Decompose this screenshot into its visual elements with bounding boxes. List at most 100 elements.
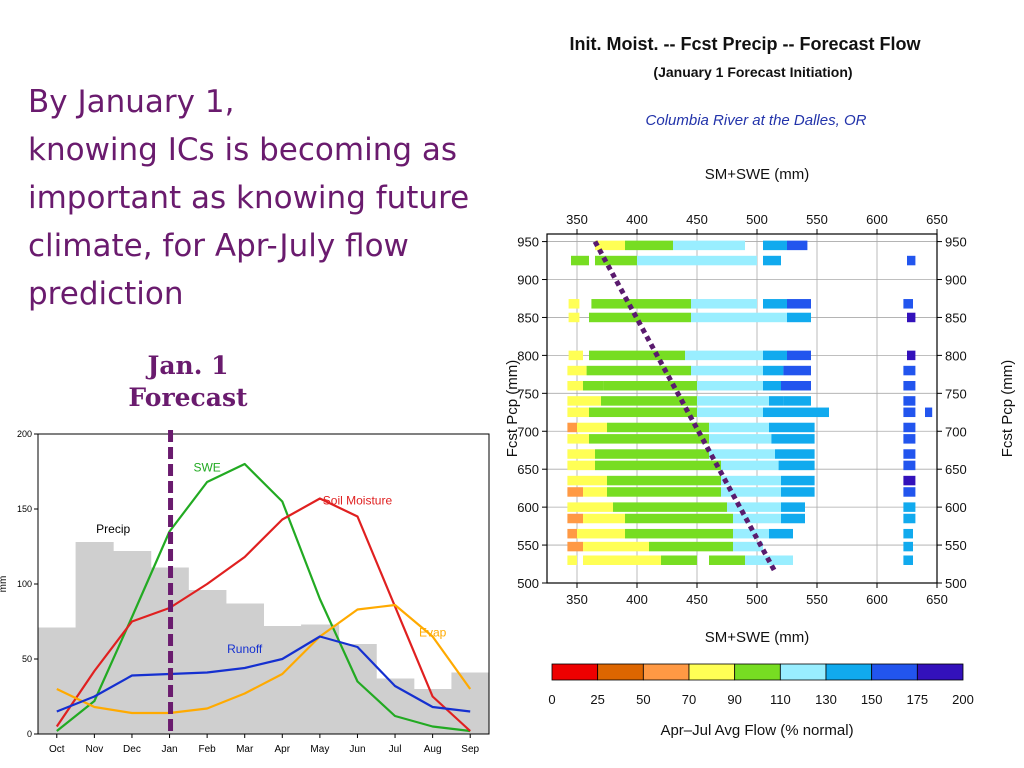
data-cell bbox=[903, 422, 916, 433]
y-tick-label-left: 900 bbox=[517, 273, 539, 288]
x-tick-label-bottom: 500 bbox=[746, 592, 768, 607]
data-cell bbox=[568, 312, 580, 323]
y-tick-label-right: 900 bbox=[945, 273, 967, 288]
data-cell bbox=[589, 312, 691, 323]
data-cell bbox=[691, 365, 763, 376]
data-cell bbox=[721, 460, 779, 471]
colorbar-bin bbox=[688, 663, 736, 681]
data-cell bbox=[733, 528, 769, 539]
data-cell bbox=[781, 513, 805, 524]
data-cell bbox=[907, 350, 916, 361]
data-cell bbox=[567, 380, 583, 391]
data-cell bbox=[583, 555, 661, 565]
data-cell bbox=[625, 513, 733, 524]
headline-line: prediction bbox=[28, 276, 184, 312]
data-cell bbox=[783, 396, 811, 406]
data-cell bbox=[709, 422, 769, 433]
data-cell bbox=[925, 407, 933, 418]
x-tick-label-bottom: 550 bbox=[806, 592, 828, 607]
x-tick-label-top: 550 bbox=[806, 212, 828, 227]
x-tick-label: Oct bbox=[49, 744, 65, 755]
data-cell bbox=[625, 528, 733, 539]
data-cell bbox=[607, 487, 721, 497]
data-cell bbox=[577, 528, 625, 539]
data-cell bbox=[787, 240, 808, 251]
forecast-label-line: Forecast bbox=[128, 383, 248, 412]
colorbar-bin bbox=[779, 663, 827, 681]
headline-line: By January 1, bbox=[28, 84, 235, 120]
x-tick-label-top: 600 bbox=[866, 212, 888, 227]
x-tick-label-bottom: 650 bbox=[926, 592, 948, 607]
data-cell bbox=[595, 460, 721, 471]
x-axis-label-top: SM+SWE (mm) bbox=[705, 166, 810, 183]
data-cell bbox=[903, 487, 916, 497]
colorbar-bin bbox=[642, 663, 690, 681]
data-cell bbox=[583, 380, 604, 391]
y-tick-label: 150 bbox=[17, 504, 32, 514]
data-cell bbox=[778, 460, 815, 471]
headline-line: climate, for Apr-July flow bbox=[28, 228, 409, 264]
colorbar-tick-label: 150 bbox=[861, 692, 883, 707]
data-cell bbox=[583, 396, 601, 406]
x-tick-label-top: 500 bbox=[746, 212, 768, 227]
data-cell bbox=[709, 555, 745, 565]
series-line-soil-moisture bbox=[55, 497, 471, 732]
y-axis-label-right: Fcst Pcp (mm) bbox=[999, 360, 1016, 458]
data-cell bbox=[763, 350, 787, 361]
location-label: Columbia River at the Dalles, OR bbox=[646, 112, 867, 129]
data-cell bbox=[903, 555, 913, 565]
chart-title: Init. Moist. -- Fcst Precip -- Forecast … bbox=[569, 34, 921, 54]
data-cell bbox=[607, 422, 709, 433]
data-cell bbox=[709, 449, 775, 459]
colorbar-bin bbox=[871, 663, 918, 681]
slide-headline: By January 1, knowing ICs is becoming as i… bbox=[28, 78, 508, 318]
data-cell bbox=[903, 502, 916, 512]
data-cell bbox=[568, 299, 580, 309]
data-cell bbox=[567, 434, 589, 444]
data-cell bbox=[567, 449, 595, 459]
data-cell bbox=[589, 350, 685, 361]
y-tick-label-right: 950 bbox=[945, 235, 967, 250]
x-tick-label: Sep bbox=[461, 744, 479, 755]
x-axis-label-bottom: SM+SWE (mm) bbox=[705, 629, 810, 646]
data-cell bbox=[567, 422, 577, 433]
data-cell bbox=[769, 422, 815, 433]
data-cell bbox=[589, 475, 607, 486]
data-cell bbox=[567, 528, 577, 539]
headline-line: knowing ICs is becoming as bbox=[28, 132, 458, 168]
data-cell bbox=[567, 513, 583, 524]
data-cell bbox=[589, 407, 697, 418]
colorbar-bin bbox=[597, 663, 644, 681]
colorbar-tick-label: 70 bbox=[682, 692, 696, 707]
data-cell bbox=[787, 299, 811, 309]
forecast-label-line: Jan. 1 bbox=[147, 351, 229, 380]
data-cell bbox=[903, 528, 913, 539]
data-cell bbox=[771, 434, 815, 444]
series-label: Precip bbox=[96, 522, 130, 536]
y-tick-label-right: 600 bbox=[945, 500, 967, 515]
data-cell bbox=[903, 396, 916, 406]
data-cell bbox=[781, 380, 811, 391]
data-cell bbox=[685, 350, 763, 361]
data-cell bbox=[571, 255, 589, 266]
precip-bar bbox=[338, 644, 377, 734]
data-cell bbox=[697, 380, 763, 391]
y-tick-label-right: 750 bbox=[945, 386, 967, 401]
x-tick-label-bottom: 400 bbox=[626, 592, 648, 607]
flow-forecast-chart: Init. Moist. -- Fcst Precip -- Forecast … bbox=[504, 34, 1016, 739]
data-cell bbox=[781, 475, 815, 486]
data-cell bbox=[567, 541, 583, 552]
data-cell bbox=[567, 555, 577, 565]
data-cell bbox=[781, 487, 815, 497]
y-tick-label-left: 650 bbox=[517, 462, 539, 477]
colorbar-tick-label: 25 bbox=[590, 692, 604, 707]
data-cell bbox=[903, 434, 916, 444]
x-tick-label-bottom: 350 bbox=[566, 592, 588, 607]
colorbar-bin bbox=[825, 663, 873, 681]
y-tick-label: 100 bbox=[17, 579, 32, 589]
headline-line: important as knowing future bbox=[28, 180, 470, 216]
x-tick-label-top: 650 bbox=[926, 212, 948, 227]
precip-bar bbox=[113, 551, 152, 734]
data-cell bbox=[763, 299, 787, 309]
y-tick-label-left: 850 bbox=[517, 310, 539, 325]
